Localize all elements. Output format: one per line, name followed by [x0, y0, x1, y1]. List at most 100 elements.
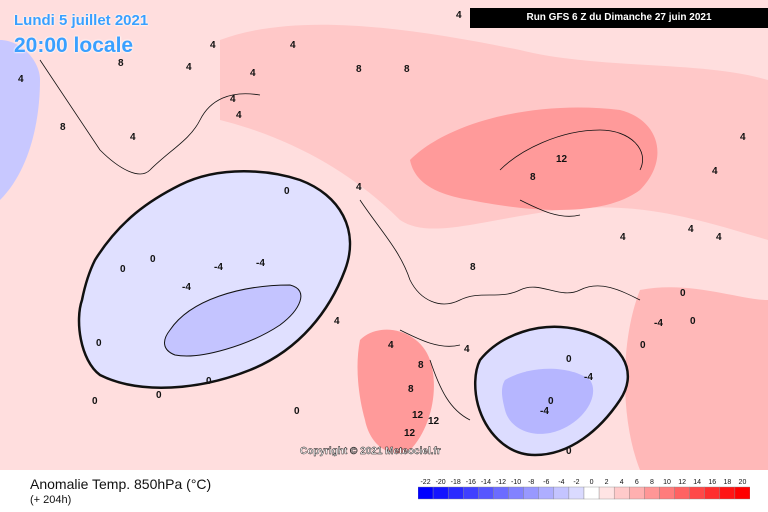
- contour-label: 4: [356, 182, 362, 193]
- legend-tick-label: -20: [436, 479, 446, 486]
- legend-color-box: [689, 486, 705, 500]
- legend-color-box: [418, 486, 434, 500]
- contour-label: 4: [334, 316, 340, 327]
- legend-tick-label: -10: [511, 479, 521, 486]
- contour-label: 8: [530, 172, 536, 183]
- cold-anomaly-area-greenland: [0, 40, 40, 200]
- copyright-text: Copyright © 2021 Meteociel.fr: [300, 446, 441, 457]
- legend-tick-label: 8: [650, 479, 654, 486]
- contour-label: 0: [566, 354, 572, 365]
- contour-label: 12: [428, 416, 440, 427]
- contour-label: 0: [206, 376, 212, 387]
- contour-label: -4: [182, 282, 191, 293]
- legend-tick-label: -2: [573, 479, 579, 486]
- legend-color-box: [734, 486, 750, 500]
- legend-tick-label: 12: [678, 479, 686, 486]
- contour-label: 0: [548, 396, 554, 407]
- contour-label: 4: [456, 10, 462, 21]
- contour-label: 12: [404, 428, 416, 439]
- legend-tick-label: -8: [528, 479, 534, 486]
- contour-label: 4: [388, 340, 394, 351]
- legend-tick-label: 2: [605, 479, 609, 486]
- contour-label: 8: [118, 58, 124, 69]
- legend-tick-label: -22: [420, 479, 430, 486]
- contour-label: 4: [688, 224, 694, 235]
- contour-label: 8: [356, 64, 362, 75]
- legend-color-box: [659, 486, 675, 500]
- contour-label: 12: [412, 410, 424, 421]
- legend-color-box: [508, 486, 524, 500]
- contour-label: 0: [92, 396, 98, 407]
- coastline-scandinavia: [499, 129, 643, 217]
- legend-tick-label: 14: [693, 479, 701, 486]
- contour-label: 0: [120, 264, 126, 275]
- legend-tick-label: 0: [590, 479, 594, 486]
- contour-label: -4: [214, 262, 223, 273]
- contour-label: 4: [620, 232, 626, 243]
- contour-label: 0: [680, 288, 686, 299]
- contour-label: 4: [186, 62, 192, 73]
- legend-tick-label: 20: [739, 479, 747, 486]
- contour-label: 12: [556, 154, 568, 165]
- legend-tick-label: -16: [466, 479, 476, 486]
- legend-color-box: [463, 486, 479, 500]
- contour-label: 8: [470, 262, 476, 273]
- warm-anomaly-area-iberia: [357, 329, 434, 454]
- contour-label: 4: [716, 232, 722, 243]
- contour-label: 8: [404, 64, 410, 75]
- legend-color-box: [629, 486, 645, 500]
- legend-color-box: [478, 486, 494, 500]
- contour-label: 0: [640, 340, 646, 351]
- contour-label: 4: [130, 132, 136, 143]
- legend-color-box: [674, 486, 690, 500]
- legend-color-box: [613, 486, 630, 500]
- cold-anomaly-core-balkans: [501, 368, 594, 434]
- forecast-date: Lundi 5 juillet 2021: [14, 12, 149, 29]
- contour-label: -4: [584, 372, 593, 383]
- contour-label: -4: [654, 318, 663, 329]
- contour-label: 4: [230, 94, 236, 105]
- contour-label: 0: [690, 316, 696, 327]
- contour-label: 4: [210, 40, 216, 51]
- legend-color-box: [447, 486, 464, 500]
- contour-label: 0: [284, 186, 290, 197]
- legend-tick-label: 6: [635, 479, 639, 486]
- legend-color-box: [523, 486, 539, 500]
- contour-label: 0: [150, 254, 156, 265]
- legend-tick-label: -6: [543, 479, 549, 486]
- contour-label: 0: [96, 338, 102, 349]
- contour-label: 4: [236, 110, 242, 121]
- legend-tick-label: 16: [708, 479, 716, 486]
- contour-label: 4: [18, 74, 24, 85]
- contour-label: 8: [418, 360, 424, 371]
- legend-color-box: [553, 486, 570, 500]
- legend-color-box: [583, 486, 600, 500]
- cold-anomaly-core-atlantic: [164, 284, 302, 357]
- run-banner: Run GFS 6 Z du Dimanche 27 juin 2021: [470, 8, 768, 28]
- legend-color-box: [568, 486, 585, 500]
- map-title: Anomalie Temp. 850hPa (°C): [30, 476, 212, 492]
- color-scale-legend: -22 -20 -18 -16 -14 -12 -10 -8 -6 -4 -2 0 2 4 6 8 10 12 14…: [418, 479, 750, 500]
- contour-label: -4: [256, 258, 265, 269]
- contour-label: 0: [156, 390, 162, 401]
- legend-color-box: [644, 486, 660, 500]
- contour-label: 4: [464, 344, 470, 355]
- contour-label: 0: [566, 446, 572, 457]
- contour-label: 8: [408, 384, 414, 395]
- legend-color-box: [432, 486, 449, 500]
- cold-anomaly-area-atlantic: [77, 170, 352, 389]
- legend-color-box: [704, 486, 721, 500]
- contour-label: -4: [540, 406, 549, 417]
- contour-label: 4: [290, 40, 296, 51]
- forecast-offset: (+ 204h): [30, 494, 72, 506]
- legend-tick-label: -12: [496, 479, 506, 486]
- legend-color-box: [598, 486, 615, 500]
- legend-tick-label: -4: [558, 479, 564, 486]
- legend-color-box: [493, 486, 509, 500]
- legend-tick-label: -18: [451, 479, 461, 486]
- legend-tick-label: -14: [481, 479, 491, 486]
- contour-label: 0: [294, 406, 300, 417]
- contour-label: 4: [250, 68, 256, 79]
